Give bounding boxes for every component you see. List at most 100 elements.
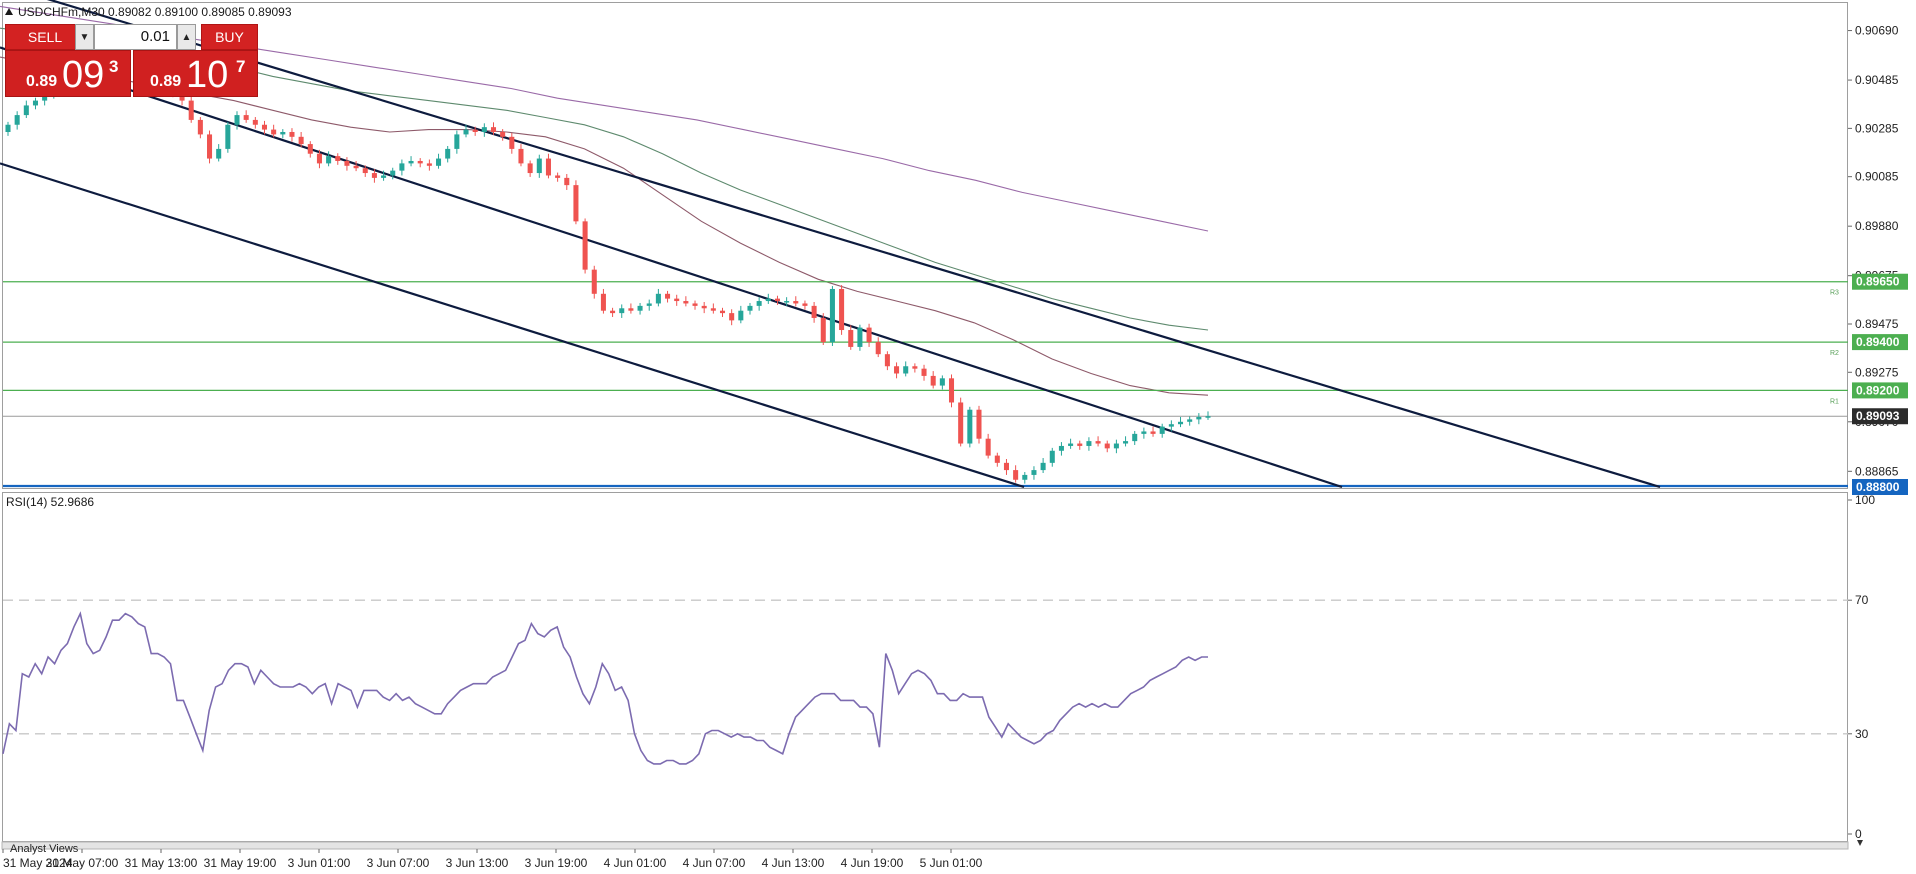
candle-body	[197, 119, 203, 135]
pivot-level-name: R1	[1830, 398, 1839, 405]
candle-body	[967, 409, 973, 444]
pivot-level-name: R3	[1830, 290, 1839, 297]
candle-body	[857, 327, 863, 347]
candle-body	[692, 303, 698, 306]
level-price-tag	[1852, 273, 1908, 290]
buy-price-prefix: 0.89	[150, 73, 182, 90]
x-tick-label: 4 Jun 01:00	[604, 856, 667, 870]
y-tick-label: 0.89880	[1855, 219, 1899, 233]
candle-body	[472, 129, 478, 132]
candle-body	[243, 115, 249, 120]
candle-body	[1104, 443, 1110, 449]
candle-body	[225, 124, 231, 149]
candle-body	[1187, 419, 1193, 422]
candle-body	[261, 124, 268, 130]
x-tick-label: 5 Jun 01:00	[920, 856, 983, 870]
level-price-label: 0.89400	[1856, 335, 1900, 349]
candle-body	[518, 148, 524, 164]
candle-body	[1031, 470, 1037, 475]
candle-body	[381, 175, 387, 178]
level-price-label: 0.89650	[1856, 275, 1900, 289]
candle-body	[765, 298, 771, 302]
candle-body	[600, 293, 606, 311]
y-tick-label: 0.89275	[1855, 365, 1899, 379]
candle-body	[655, 293, 661, 304]
candle-body	[463, 129, 469, 135]
candle-body	[371, 173, 377, 178]
candle-body	[536, 158, 542, 174]
candle-body	[839, 288, 845, 331]
rsi-line	[2, 611, 1208, 765]
candle-body	[335, 156, 341, 161]
candle-body	[316, 153, 322, 164]
candle-body	[1205, 416, 1211, 418]
candle-body	[216, 148, 222, 159]
sell-label: SELL	[27, 29, 63, 45]
candle-body	[188, 100, 194, 120]
candle-body	[903, 366, 909, 374]
candle-body	[912, 366, 918, 369]
volume-decrease-button[interactable]: ▼	[75, 24, 94, 50]
candle-body	[976, 409, 982, 439]
candle-body	[729, 313, 735, 321]
volume-value: 0.01	[140, 28, 170, 45]
rsi-tick-label: 100	[1855, 493, 1875, 507]
candle-body	[701, 305, 707, 309]
candle-body	[271, 129, 277, 135]
x-tick-label: 3 Jun 13:00	[446, 856, 509, 870]
channel-upper-line[interactable]	[0, 0, 1661, 488]
candle-body	[811, 305, 817, 318]
sell-price-button[interactable]: 0.89 09 3	[5, 50, 131, 97]
candle-body	[1022, 474, 1028, 480]
rsi-pane[interactable]	[2, 492, 1848, 842]
candle-body	[591, 269, 597, 294]
candle-body	[555, 175, 561, 178]
candle-body	[500, 131, 506, 137]
current-price-tag	[1852, 408, 1908, 425]
candle-body	[829, 288, 835, 343]
buy-label: BUY	[215, 29, 244, 45]
candle-body	[490, 127, 497, 132]
sell-button[interactable]: SELL	[5, 24, 85, 50]
candle-body	[1049, 450, 1055, 463]
buy-price-button[interactable]: 0.89 10 7	[133, 50, 258, 97]
candle-body	[326, 156, 332, 164]
candle-body	[1132, 433, 1138, 442]
candle-body	[234, 115, 240, 125]
symbol-triangle-icon[interactable]	[5, 8, 13, 15]
level-price-tag	[1852, 334, 1908, 351]
candle-body	[848, 330, 854, 347]
level-price-tag	[1852, 382, 1908, 399]
candle-body	[1013, 470, 1019, 480]
candle-body	[994, 455, 1000, 463]
support-price-label: 0.88800	[1856, 480, 1900, 494]
candle-body	[628, 308, 634, 311]
main-pane[interactable]	[2, 2, 1848, 489]
volume-input[interactable]: 0.01	[94, 24, 177, 50]
y-tick-label: 0.90690	[1855, 24, 1899, 38]
one-click-trading-panel: SELL ▼ 0.01 ▲ BUY 0.89 09 3 0.89 10 7	[5, 24, 258, 97]
candle-body	[42, 95, 48, 101]
channel-middle-line[interactable]	[0, 46, 1343, 488]
candle-body	[820, 317, 826, 343]
candle-body	[747, 305, 753, 311]
support-price-tag	[1852, 479, 1908, 495]
rsi-tick-label: 30	[1855, 727, 1869, 741]
candle-body	[710, 308, 716, 311]
sell-price-fraction: 3	[109, 57, 119, 76]
buy-button[interactable]: BUY	[201, 24, 258, 50]
channel-lower-line[interactable]	[0, 162, 1025, 488]
x-tick-label: 3 Jun 07:00	[367, 856, 430, 870]
chevron-down-icon[interactable]	[1857, 840, 1863, 846]
x-tick-label: 4 Jun 13:00	[762, 856, 825, 870]
candle-body	[289, 131, 295, 137]
candle-body	[362, 168, 368, 174]
volume-increase-button[interactable]: ▲	[177, 24, 196, 50]
current-price-label: 0.89093	[1856, 409, 1900, 423]
candle-body	[252, 119, 258, 125]
candle-body	[417, 160, 423, 164]
y-tick-label: 0.90485	[1855, 73, 1899, 87]
candle-body	[884, 354, 890, 367]
candle-body	[1068, 443, 1074, 446]
